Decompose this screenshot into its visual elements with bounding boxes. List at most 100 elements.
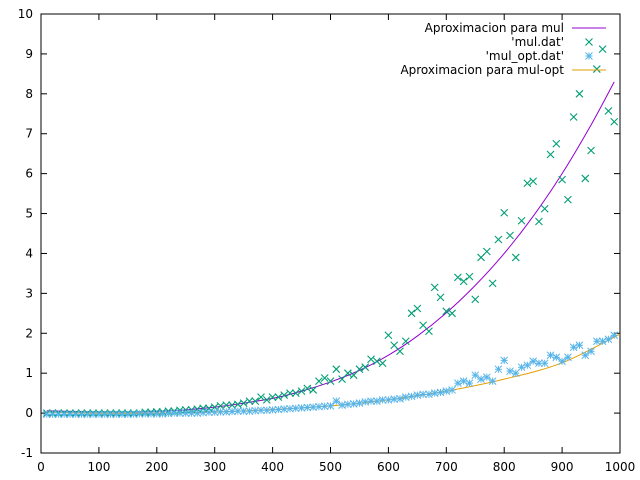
mul-opt-point — [465, 379, 474, 388]
mul-opt-point — [48, 410, 57, 419]
legend-label: Aproximacion para mul — [425, 21, 564, 35]
mul-point — [517, 216, 526, 225]
mul-opt-point — [592, 337, 601, 346]
mul-point — [529, 177, 538, 186]
legend-label: 'mul.dat' — [511, 35, 564, 49]
mul-opt-point — [558, 357, 566, 366]
y-tick-label: -1 — [21, 446, 33, 460]
mul-point — [465, 272, 474, 281]
mul-opt-point — [251, 406, 260, 415]
mul-opt-point — [187, 409, 196, 417]
mul-opt-point — [332, 397, 341, 405]
mul-opt-point — [315, 402, 323, 411]
mul-point — [552, 139, 561, 148]
mul-point — [598, 45, 607, 54]
mul-opt-point — [303, 403, 312, 412]
mul-point — [540, 204, 549, 213]
mul-opt-point — [378, 396, 387, 404]
mul-opt-point — [384, 396, 393, 404]
mul-point — [482, 247, 491, 256]
y-tick-label: 4 — [25, 246, 33, 260]
mul-point — [309, 386, 318, 394]
mul-point — [245, 397, 254, 406]
mul-opt-point — [390, 395, 399, 403]
mul-opt-point — [506, 367, 514, 376]
y-tick-label: 0 — [25, 406, 33, 420]
mul-point — [459, 277, 468, 286]
mul-point — [477, 253, 485, 262]
mul-opt-point — [419, 390, 427, 399]
data-points — [42, 45, 619, 419]
mul-opt-point — [575, 341, 584, 350]
mul-opt-point — [164, 409, 173, 418]
mul-opt-point — [193, 409, 202, 417]
mul-opt-point — [500, 356, 509, 365]
mul-opt-point — [355, 399, 364, 407]
mul-opt-point — [604, 335, 613, 344]
x-tick-label: 200 — [145, 460, 168, 474]
mul-opt-point — [152, 410, 161, 418]
mul-opt-point — [581, 351, 590, 360]
mul-opt-point — [442, 387, 451, 395]
mul-point — [448, 309, 456, 318]
mul-point — [320, 374, 329, 382]
mul-point — [297, 387, 306, 396]
mul-point — [564, 195, 572, 204]
mul-opt-point — [569, 343, 578, 352]
mul-point — [251, 397, 260, 406]
mul-point — [413, 304, 422, 313]
y-tick-label: 5 — [25, 207, 33, 221]
mul-opt-point — [320, 402, 329, 411]
x-tick-label: 0 — [37, 460, 45, 474]
mul-point — [401, 337, 410, 346]
mul-opt-point — [199, 408, 207, 417]
mul-opt-point — [459, 377, 468, 386]
mul-opt-point — [268, 406, 277, 414]
mul-point — [610, 117, 619, 126]
mul-opt-point — [413, 391, 422, 399]
mul-opt-point — [482, 373, 491, 382]
mul-point — [280, 391, 289, 400]
mul-opt-point — [210, 408, 219, 417]
mul-point — [511, 253, 520, 262]
mul-opt-point — [488, 377, 497, 386]
mul-point — [239, 399, 248, 408]
mul-opt-point — [454, 379, 462, 388]
mul-opt-point — [274, 405, 283, 414]
mul-point — [268, 393, 277, 402]
mul-opt-point — [517, 363, 526, 372]
mul-point — [372, 357, 381, 366]
mul-point — [453, 273, 462, 282]
mul-opt-point — [401, 393, 410, 401]
mul-opt-point — [181, 409, 190, 417]
mul-opt-point — [158, 410, 167, 418]
mul-opt-point — [280, 405, 289, 413]
mul-opt-point — [83, 410, 92, 419]
mul-opt-point — [228, 407, 236, 416]
mul-opt-point — [297, 404, 306, 412]
mul-opt-point — [118, 410, 126, 419]
mul-opt-point — [77, 410, 86, 419]
mul-opt-point — [71, 410, 80, 419]
mul-point — [286, 389, 294, 398]
legend-label: 'mul_opt.dat' — [486, 49, 564, 63]
mul-point — [407, 309, 416, 318]
mul-point — [558, 175, 566, 184]
mul-point — [390, 341, 399, 350]
mul-opt-point — [564, 353, 572, 362]
mul-point — [332, 365, 341, 374]
mul-opt-point — [54, 410, 63, 419]
mul-point — [575, 89, 584, 98]
mul-opt-point — [239, 407, 248, 415]
mul-opt-point — [245, 407, 254, 415]
mul-opt-point — [448, 386, 456, 394]
x-tick-label: 800 — [493, 460, 516, 474]
x-tick-label: 900 — [551, 460, 574, 474]
mul-point — [436, 293, 445, 302]
x-tick-label: 700 — [435, 460, 458, 474]
mul-opt-point — [286, 404, 294, 413]
mul-point — [274, 393, 283, 402]
y-tick-label: 7 — [25, 127, 33, 141]
x-tick-label: 400 — [261, 460, 284, 474]
